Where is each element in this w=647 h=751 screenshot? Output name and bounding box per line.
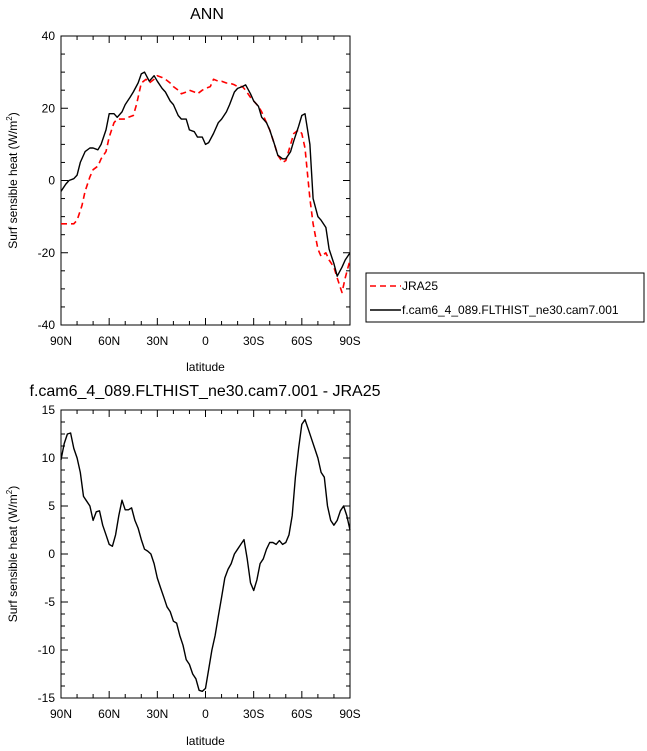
x-tick-label: 90S: [339, 334, 360, 348]
y-tick-label: -15: [38, 691, 56, 705]
x-axis: 90N 60N 30N 0 30S 60S 90S: [50, 410, 361, 721]
legend-label-jra25: JRA25: [402, 279, 438, 293]
series-line-difference: [60, 418, 351, 692]
y-tick-label: 20: [42, 101, 56, 115]
y-tick-label: 40: [42, 29, 56, 43]
x-tick-label: 90S: [339, 707, 360, 721]
y-axis-label: Surf sensible heat (W/m2): [5, 486, 20, 623]
y-axis-label-sup: 2: [5, 116, 14, 121]
y-axis-label: Surf sensible heat (W/m2): [5, 112, 20, 249]
x-axis-label: latitude: [186, 734, 225, 748]
x-tick-label: 60N: [98, 707, 120, 721]
x-tick-label: 60S: [291, 334, 312, 348]
x-tick-label: 30N: [146, 334, 168, 348]
x-tick-label: 30S: [243, 334, 264, 348]
plot-frame: [60, 35, 351, 326]
y-axis: -15 -10 -5 0 5 10 15: [38, 403, 350, 705]
legend-box: [365, 272, 645, 323]
y-axis: -40 -20 0 20 40: [38, 29, 350, 332]
legend: JRA25 f.cam6_4_089.FLTHIST_ne30.cam7.001: [365, 272, 645, 323]
y-tick-label: -10: [38, 643, 56, 657]
y-axis-label-tail: ): [6, 486, 20, 490]
x-axis-label: latitude: [186, 360, 225, 374]
chart-panel-top: ANN -40 -20 0 20 40 90N 60N 30N 0 30S 60S 90S lati…: [5, 6, 361, 374]
y-axis-label-main: Surf sensible heat (W/m: [6, 121, 20, 249]
plot-area: -15 -10 -5 0 5 10 15 90N 60N 30N 0 30S 60S 90S: [38, 403, 361, 721]
x-tick-label: 30N: [146, 707, 168, 721]
series-layer: [60, 71, 351, 294]
x-tick-label: 30S: [243, 707, 264, 721]
series-line-jra25: [61, 74, 351, 294]
x-tick-label: 60S: [291, 707, 312, 721]
chart-title: f.cam6_4_089.FLTHIST_ne30.cam7.001 - JRA…: [30, 383, 381, 400]
y-tick-label: 0: [48, 547, 55, 561]
x-tick-label: 90N: [50, 334, 72, 348]
plot-frame: [60, 409, 351, 699]
x-tick-label: 0: [202, 334, 209, 348]
y-tick-label: 5: [48, 499, 55, 513]
x-axis: 90N 60N 30N 0 30S 60S 90S: [50, 36, 361, 348]
y-tick-label: -20: [38, 246, 56, 260]
chart-title: ANN: [190, 6, 224, 23]
x-tick-label: 0: [202, 707, 209, 721]
y-tick-label: -40: [38, 318, 56, 332]
y-axis-label-sup: 2: [5, 489, 14, 494]
x-tick-label: 60N: [98, 334, 120, 348]
series-line-model: [60, 71, 351, 277]
chart-panel-bottom: f.cam6_4_089.FLTHIST_ne30.cam7.001 - JRA…: [5, 383, 381, 748]
y-tick-label: -5: [44, 595, 55, 609]
y-tick-label: 0: [48, 174, 55, 188]
y-tick-label: 10: [42, 451, 56, 465]
x-tick-label: 90N: [50, 707, 72, 721]
series-layer: [60, 418, 351, 692]
y-axis-label-main: Surf sensible heat (W/m: [6, 494, 20, 622]
y-tick-label: 15: [42, 403, 56, 417]
plot-area: -40 -20 0 20 40 90N 60N 30N 0 30S 60S 90S: [38, 29, 361, 348]
y-axis-label-tail: ): [6, 112, 20, 116]
legend-label-model: f.cam6_4_089.FLTHIST_ne30.cam7.001: [402, 303, 619, 317]
